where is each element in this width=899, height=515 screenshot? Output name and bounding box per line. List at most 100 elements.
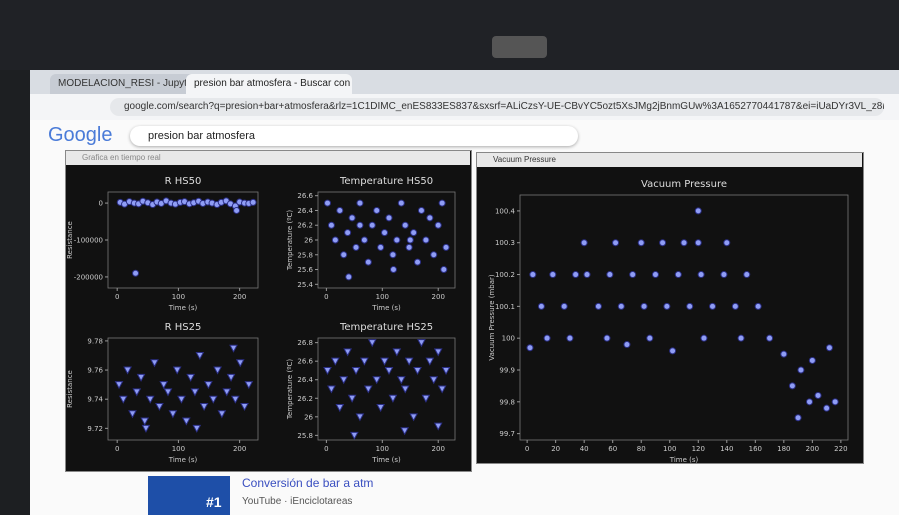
point	[443, 244, 449, 250]
x-tick-label: 100	[172, 293, 185, 301]
point	[398, 377, 405, 384]
point	[584, 272, 590, 278]
y-tick-label: -100000	[74, 237, 103, 245]
point	[151, 360, 158, 367]
point	[789, 383, 795, 389]
point	[356, 414, 363, 421]
point	[381, 358, 388, 365]
plot-title: R HS50	[165, 176, 202, 187]
x-tick-label: 180	[777, 445, 790, 453]
point	[581, 240, 587, 246]
plot-frame	[520, 195, 848, 440]
point	[183, 418, 190, 425]
point	[124, 367, 131, 374]
point	[824, 405, 830, 411]
point	[142, 425, 149, 432]
point	[393, 349, 400, 356]
y-axis-label: Temperature (ºC)	[286, 359, 294, 420]
point	[116, 382, 123, 389]
plot-frame	[108, 338, 258, 440]
point	[169, 411, 176, 418]
point	[369, 340, 376, 347]
point	[133, 389, 140, 396]
point	[664, 303, 670, 309]
point	[732, 303, 738, 309]
y-axis-label: Resistance	[66, 370, 74, 408]
point	[595, 303, 601, 309]
point	[604, 335, 610, 341]
point	[344, 349, 351, 356]
point	[660, 240, 666, 246]
x-tick-label: 200	[233, 445, 246, 453]
point	[698, 272, 704, 278]
point	[687, 303, 693, 309]
point	[652, 272, 658, 278]
point	[530, 272, 536, 278]
point	[567, 335, 573, 341]
point	[336, 405, 343, 412]
point	[349, 215, 355, 221]
point	[390, 267, 396, 273]
plot-title: Vacuum Pressure	[641, 179, 727, 190]
y-tick-label: -200000	[74, 273, 103, 281]
point	[407, 237, 413, 243]
point	[439, 386, 446, 393]
point	[332, 237, 338, 243]
plot-title: Temperature HS50	[339, 176, 433, 187]
x-tick-label: 200	[432, 445, 445, 453]
x-tick-label: 40	[580, 445, 589, 453]
x-tick-label: 100	[172, 445, 185, 453]
point	[441, 267, 447, 273]
y-tick-label: 100.4	[495, 207, 516, 215]
point	[353, 367, 360, 374]
point	[670, 348, 676, 354]
x-axis-label: Time (s)	[669, 456, 699, 464]
y-tick-label: 26.4	[297, 207, 313, 215]
y-tick-label: 99.9	[499, 367, 515, 375]
point	[550, 272, 556, 278]
point	[406, 244, 412, 250]
point	[351, 432, 358, 439]
point	[378, 244, 384, 250]
point	[250, 199, 256, 205]
point	[160, 382, 167, 389]
x-tick-label: 200	[233, 293, 246, 301]
point	[710, 303, 716, 309]
plots: R HS50Time (s)Resistance01002000-100000-…	[0, 0, 899, 515]
point	[218, 411, 225, 418]
point	[174, 367, 181, 374]
point	[210, 396, 217, 403]
y-tick-label: 26	[304, 413, 313, 421]
point	[410, 414, 417, 421]
point	[806, 399, 812, 405]
point	[394, 237, 400, 243]
point	[234, 207, 240, 213]
point	[373, 377, 380, 384]
point	[345, 230, 351, 236]
y-tick-label: 26.6	[297, 358, 313, 366]
x-axis-label: Time (s)	[371, 304, 401, 312]
y-tick-label: 100.1	[495, 303, 515, 311]
point	[418, 207, 424, 213]
point	[809, 357, 815, 363]
point	[798, 367, 804, 373]
point	[618, 303, 624, 309]
x-axis-label: Time (s)	[168, 304, 198, 312]
point	[340, 377, 347, 384]
x-tick-label: 200	[432, 293, 445, 301]
y-tick-label: 9.72	[87, 425, 103, 433]
x-tick-label: 100	[376, 293, 389, 301]
point	[398, 200, 404, 206]
y-tick-label: 26.8	[297, 339, 313, 347]
point	[369, 222, 375, 228]
point	[538, 303, 544, 309]
point	[738, 335, 744, 341]
x-tick-label: 160	[749, 445, 762, 453]
point	[721, 272, 727, 278]
point	[415, 259, 421, 265]
y-tick-label: 100.3	[495, 239, 515, 247]
point	[527, 345, 533, 351]
x-tick-label: 0	[115, 293, 119, 301]
plot-title: Temperature HS25	[339, 322, 433, 333]
point	[374, 207, 380, 213]
